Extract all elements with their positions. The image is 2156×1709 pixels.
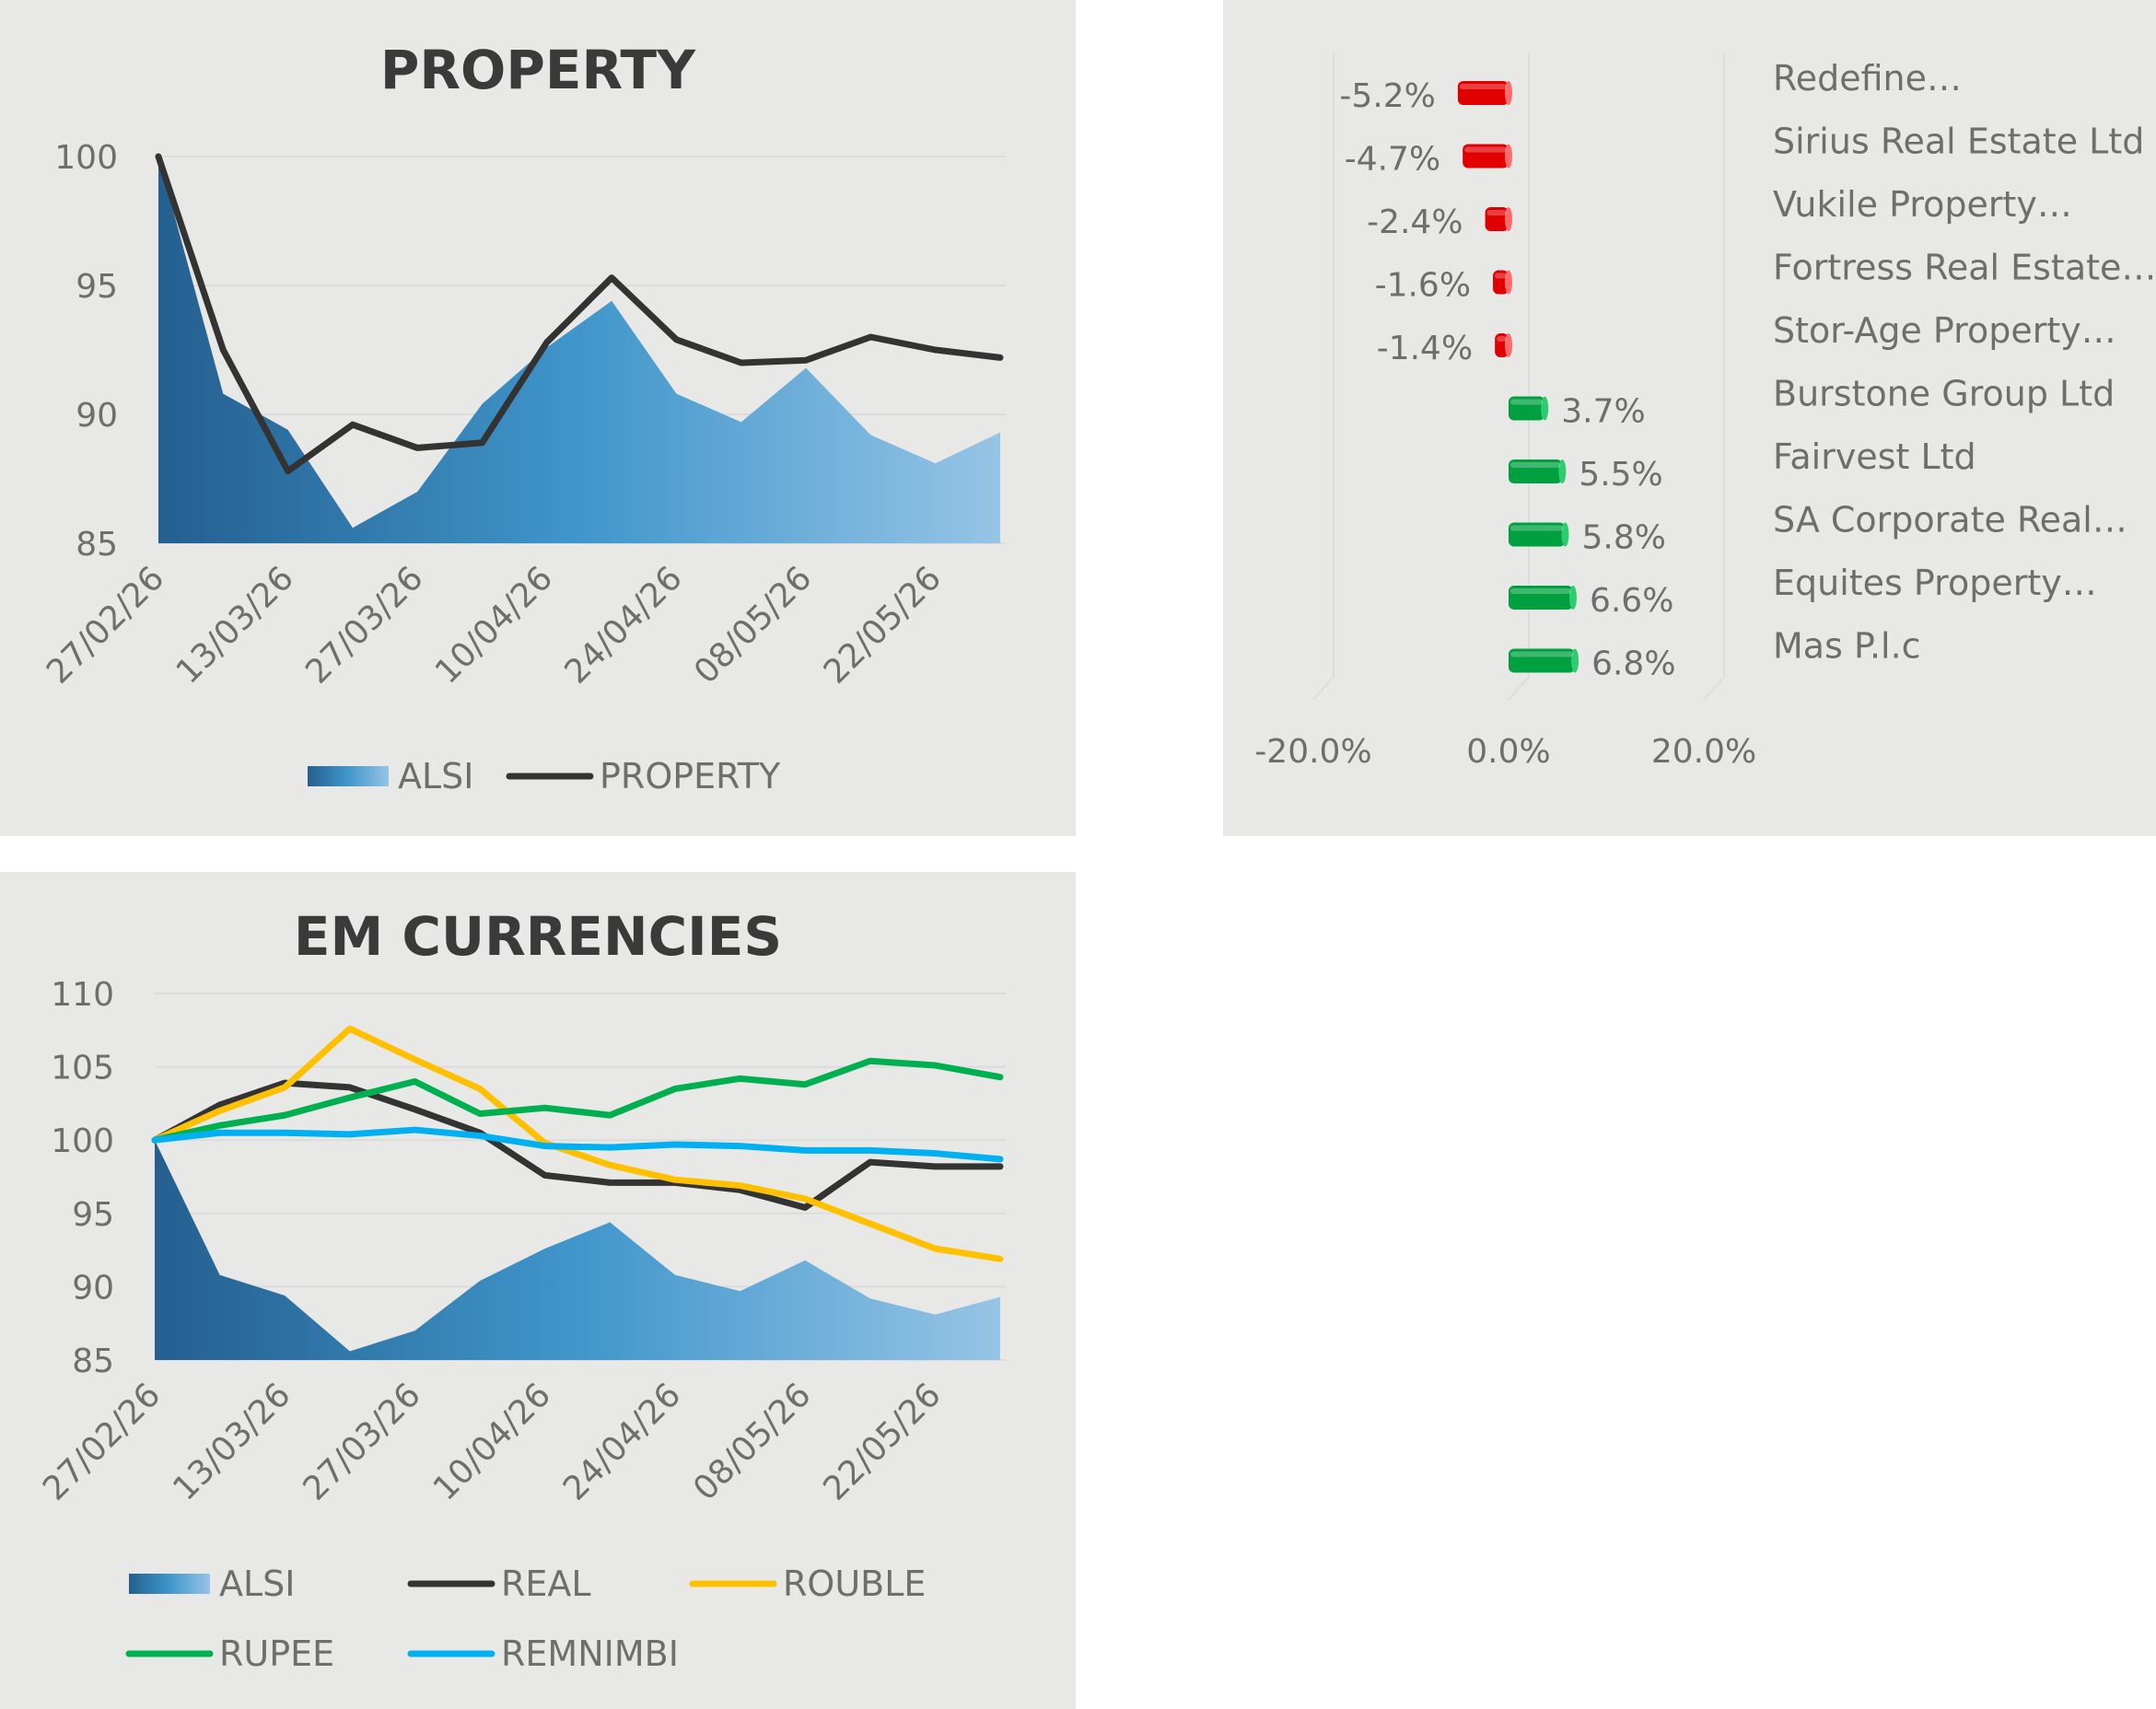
y-tick-label: 95: [72, 1196, 114, 1234]
legend-swatch-alsi: [129, 1574, 210, 1594]
y-tick-label: 110: [51, 976, 114, 1014]
y-tick-label: 85: [76, 526, 118, 564]
x-tick-label: 10/04/26: [428, 559, 560, 691]
series-alsi-area: [158, 157, 1000, 543]
series-property-line: [155, 153, 1004, 475]
data-label: -1.6%: [1375, 267, 1471, 305]
property-stocks-chart-panel: -5.2% Redefine… -4.7% Sirius Real Estate Lt…: [1223, 0, 2156, 836]
x-tick-label: 22/05/26: [816, 1376, 948, 1507]
category-label: Stor-Age Property…: [1773, 310, 2116, 351]
data-label: 5.8%: [1581, 519, 1665, 557]
category-label: Equites Property…: [1773, 563, 2097, 603]
series-real-line: [151, 1079, 1004, 1211]
bar-equites-property: [1509, 586, 1577, 610]
x-tick-label: 13/03/26: [169, 559, 301, 691]
y-tick-label: 105: [51, 1050, 114, 1087]
bar-burstone-group-ltd: [1509, 396, 1549, 421]
bar-fortress-real-estate: [1493, 270, 1512, 295]
y-tick-label: 100: [51, 1122, 114, 1160]
x-tick-label: 27/02/26: [40, 559, 171, 691]
data-label: -5.2%: [1339, 77, 1435, 115]
bar-mas-p-l-c: [1509, 648, 1579, 673]
legend-label-remnimbi: REMNIMBI: [501, 1633, 679, 1674]
legend-label-alsi: ALSI: [219, 1564, 296, 1604]
y-tick-label: 95: [76, 268, 118, 306]
series-remnimbi-line: [151, 1126, 1004, 1163]
category-label: SA Corporate Real…: [1773, 500, 2127, 541]
data-label: 5.5%: [1579, 456, 1662, 494]
y-tick-label: 90: [76, 397, 118, 435]
legend-swatch-alsi: [308, 766, 389, 786]
y-tick-label: 100: [54, 139, 118, 177]
category-label: Mas P.l.c: [1773, 626, 1921, 667]
x-tick-label: 24/04/26: [556, 1376, 688, 1507]
bar-sa-corporate-real: [1509, 522, 1569, 547]
chart-title: PROPERTY: [380, 39, 696, 101]
data-label: -2.4%: [1367, 203, 1463, 241]
category-label: Vukile Property…: [1773, 184, 2072, 225]
x-tick-label: 0.0%: [1466, 733, 1550, 771]
x-tick-label: 22/05/26: [817, 559, 949, 691]
gridline-floor: [1508, 676, 1530, 701]
x-tick-label: -20.0%: [1254, 733, 1371, 771]
em-currencies-chart-panel: EM CURRENCIES 85 90 95 100 105 110 27/02/26 13/0…: [0, 872, 1076, 1709]
x-tick-label: 27/03/26: [298, 559, 430, 691]
bar-sirius-real-estate-ltd: [1463, 144, 1512, 169]
gridline-floor: [1703, 676, 1725, 701]
x-tick-label: 27/03/26: [297, 1376, 428, 1507]
x-tick-label: 08/05/26: [686, 1376, 818, 1507]
y-tick-label: 85: [72, 1343, 114, 1380]
bar-vukile-property: [1485, 207, 1512, 231]
legend-label-property: PROPERTY: [600, 756, 781, 796]
property-stocks-bar-chart: -5.2% Redefine… -4.7% Sirius Real Estate Lt…: [1254, 53, 2156, 771]
property-chart: PROPERTY 85 90 95 100 27/02/2613/03/2627/03/2…: [40, 39, 1006, 796]
data-label: 6.8%: [1591, 645, 1675, 683]
y-tick-label: 90: [72, 1269, 114, 1307]
data-label: 6.6%: [1590, 582, 1673, 620]
category-label: Fortress Real Estate…: [1773, 248, 2156, 288]
legend-label-real: REAL: [501, 1564, 591, 1604]
legend-label-alsi: ALSI: [398, 756, 474, 796]
x-tick-label: 27/02/26: [36, 1376, 168, 1507]
em-currencies-chart: EM CURRENCIES 85 90 95 100 105 110 27/02/2613/0…: [36, 905, 1006, 1674]
bar-stor-age-property: [1495, 333, 1512, 357]
category-label: Sirius Real Estate Ltd: [1773, 122, 2144, 162]
series-alsi-area: [155, 1140, 1000, 1360]
data-label: -4.7%: [1345, 141, 1440, 179]
x-tick-label: 24/04/26: [558, 559, 690, 691]
gridline-floor: [1312, 676, 1334, 701]
chart-title: EM CURRENCIES: [294, 905, 782, 968]
bar-fairvest-ltd: [1509, 459, 1567, 483]
x-tick-label: 20.0%: [1651, 733, 1756, 771]
series-rouble-line: [151, 1025, 1004, 1262]
x-tick-label: 10/04/26: [426, 1376, 558, 1507]
x-tick-label: 08/05/26: [687, 559, 819, 691]
bar-redefine: [1457, 81, 1512, 105]
x-tick-label: 13/03/26: [166, 1376, 297, 1507]
series-rupee-line: [151, 1057, 1004, 1144]
category-label: Redefine…: [1773, 58, 1962, 99]
legend-label-rouble: ROUBLE: [783, 1564, 926, 1604]
data-label: -1.4%: [1377, 330, 1473, 367]
category-label: Burstone Group Ltd: [1773, 374, 2115, 414]
category-label: Fairvest Ltd: [1773, 436, 1976, 477]
data-label: 3.7%: [1561, 393, 1645, 431]
property-chart-panel: PROPERTY 85 90 95 100 27/02/26 13/03/26 27/03/2…: [0, 0, 1076, 836]
legend-label-rupee: RUPEE: [219, 1633, 334, 1674]
